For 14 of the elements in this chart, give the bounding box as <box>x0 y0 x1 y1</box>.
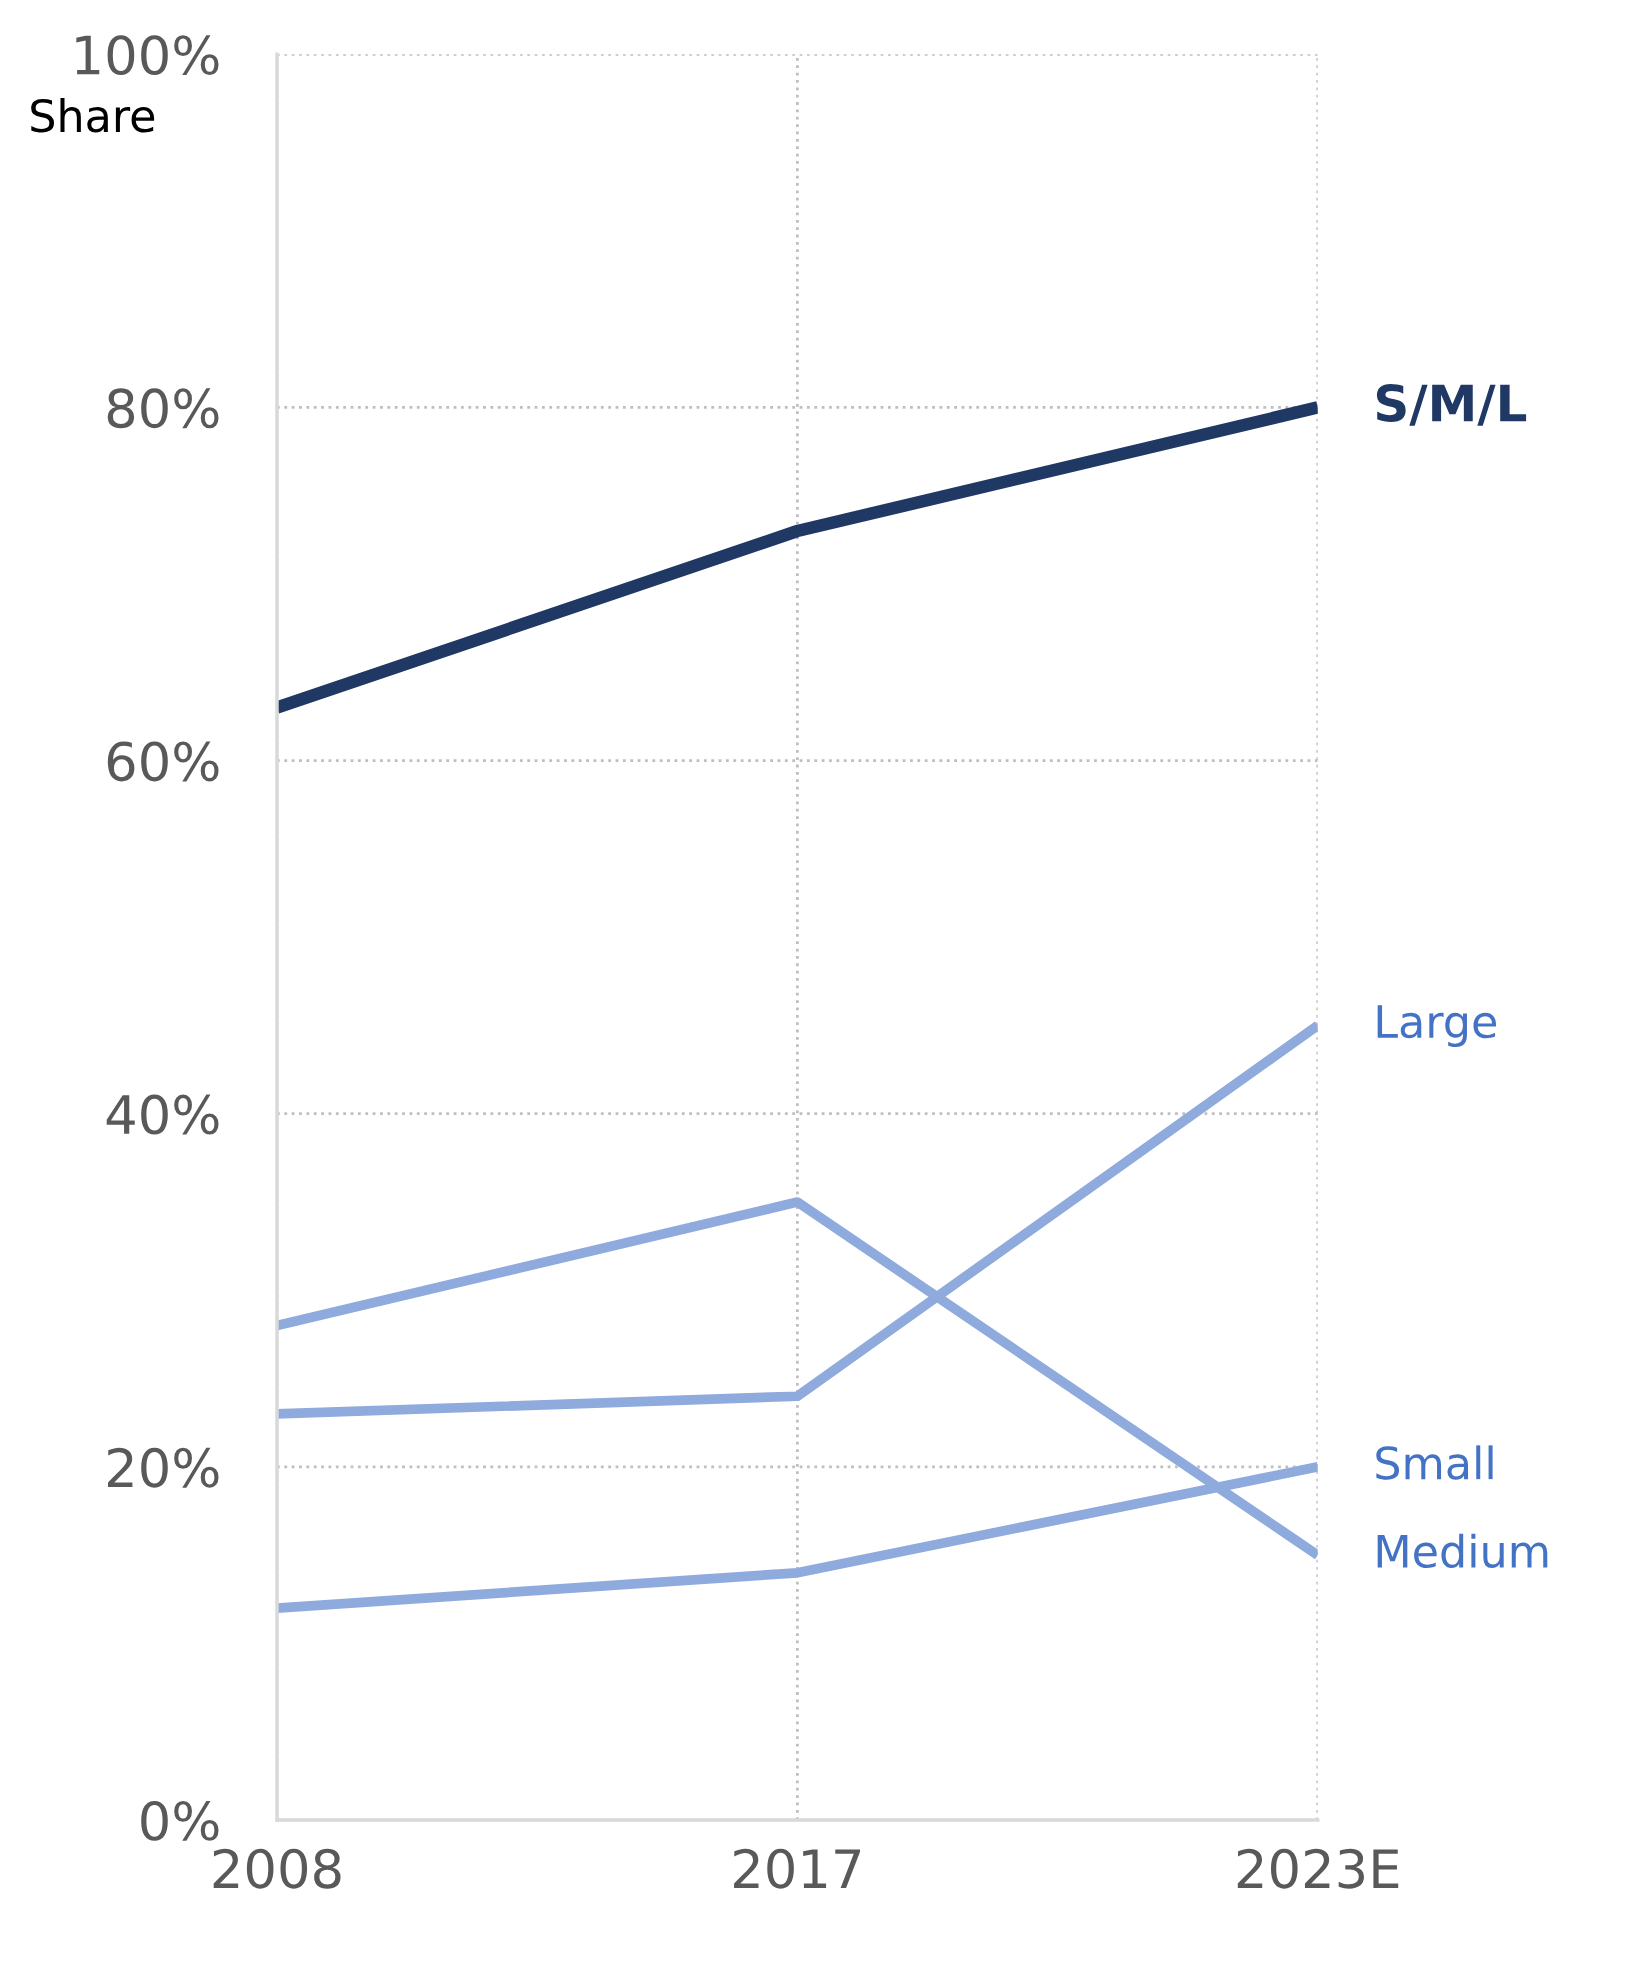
y-tick-label: 40% <box>106 1094 219 1135</box>
y-tick-label: 60% <box>107 741 219 782</box>
y-tick-label: 80% <box>107 388 219 429</box>
x-tick-label: 2023E <box>1237 1848 1399 1889</box>
y-tick-label: 0% <box>141 1800 219 1841</box>
series-label: Large <box>1377 1005 1496 1047</box>
series-label: Medium <box>1377 1533 1548 1569</box>
y-axis-title: Share <box>31 98 155 133</box>
y-tick-label: 20% <box>108 1447 219 1488</box>
series-label: S/M/L <box>1376 384 1527 426</box>
series-label: Small <box>1376 1445 1493 1480</box>
x-tick-label: 2008 <box>213 1848 341 1889</box>
y-tick-label: 100% <box>76 35 219 76</box>
x-tick-label: 2017 <box>734 1848 861 1889</box>
